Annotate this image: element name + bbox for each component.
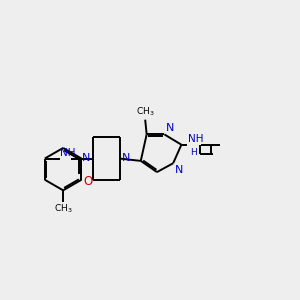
- Text: N: N: [175, 165, 183, 175]
- Text: O: O: [84, 175, 93, 188]
- Text: NH: NH: [188, 134, 203, 143]
- Text: N: N: [122, 153, 130, 163]
- Text: H: H: [190, 148, 196, 157]
- Text: NH: NH: [60, 148, 75, 158]
- Text: CH$_3$: CH$_3$: [54, 203, 73, 215]
- Text: N: N: [166, 123, 175, 133]
- Text: N: N: [82, 153, 91, 163]
- Text: CH$_3$: CH$_3$: [136, 106, 154, 118]
